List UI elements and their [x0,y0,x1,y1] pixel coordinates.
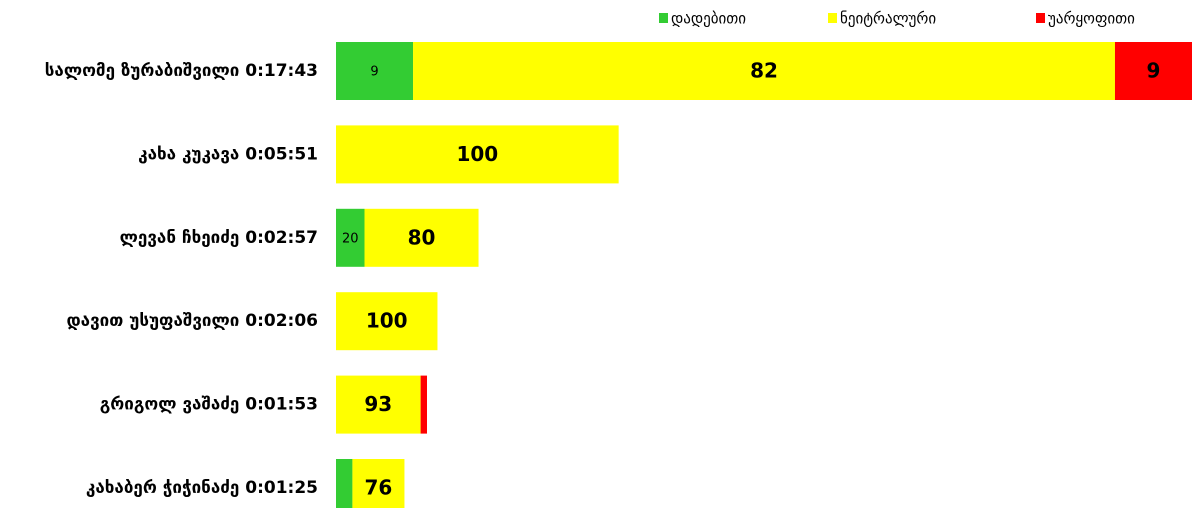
value-label: 9 [370,65,378,80]
category-label: კახაბერ ჭიჭინაძე 0:01:25 [86,478,318,498]
bar-segment [420,375,427,434]
category-label: დავით უსუფაშვილი 0:02:06 [67,311,319,331]
value-label: 20 [342,231,359,246]
bar-segment [413,42,1115,100]
category-label: ლევან ჩხეიძე 0:02:57 [120,228,318,248]
bar-segment [336,42,414,100]
value-label: 100 [366,309,408,333]
category-label: სალომე ზურაბიშვილი 0:17:43 [45,61,318,81]
legend-label: ნეიტრალური [840,10,936,28]
value-label: 76 [365,476,393,500]
legend-swatch [659,13,668,23]
bar-segment [336,125,619,184]
value-label: 80 [408,225,436,249]
value-label: 9 [1147,59,1161,83]
bar-segment [352,459,405,508]
value-label: 100 [456,142,498,166]
bar-segment [1114,42,1192,100]
legend-label: უარყოფითი [1048,10,1135,28]
bar-segment [336,459,353,508]
category-label: კახა კუკავა 0:05:51 [138,144,318,164]
bar-segment [336,208,365,267]
value-label: 93 [364,392,392,416]
bar-segment [364,208,479,267]
bar-segment [336,375,421,434]
value-label: 82 [750,59,778,83]
category-label: გრიგოლ ვაშაძე 0:01:53 [100,395,318,415]
legend-swatch [828,13,837,23]
bar-segment [336,292,438,351]
legend-label: დადებითი [671,10,746,28]
legend-swatch [1036,13,1045,23]
